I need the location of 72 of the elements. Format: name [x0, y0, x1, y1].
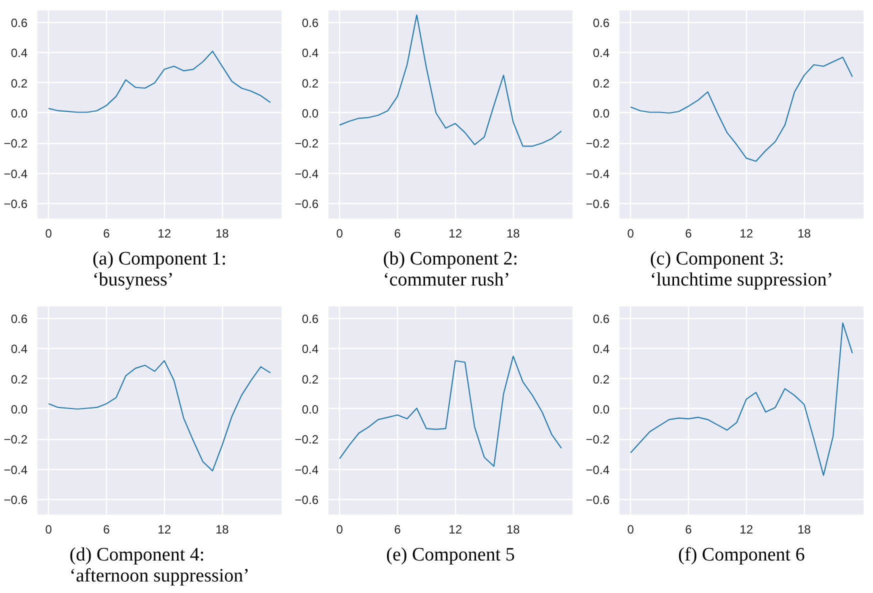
y-tick-label: −0.4: [294, 462, 319, 477]
x-tick-label: 12: [448, 522, 462, 536]
y-tick-label: −0.2: [586, 136, 610, 151]
text: (b) Component 2: ‘commuter rush’: [382, 248, 518, 290]
y-tick-label: 0.2: [10, 372, 28, 386]
y-tick-label: −0.6: [4, 196, 28, 211]
x-tick-label: 0: [336, 226, 344, 240]
y-tick-label: 0.0: [302, 402, 319, 416]
y-tick-label: 0.4: [10, 342, 28, 356]
text: (d) Component 4: ‘afternoon suppression’: [70, 544, 250, 586]
x-tick-label: 6: [685, 522, 692, 536]
y-tick-label: 0.4: [302, 342, 319, 356]
y-tick-label: 0.2: [592, 372, 610, 386]
y-tick-label: −0.2: [4, 432, 28, 447]
y-tick-label: 0.0: [592, 106, 610, 120]
y-tick-label: 0.6: [10, 312, 28, 326]
x-tick-label: 6: [685, 226, 692, 240]
y-tick-label: −0.6: [4, 492, 28, 507]
y-tick-label: 0.6: [592, 16, 610, 30]
x-tick-label: 12: [740, 226, 754, 240]
y-tick-label: −0.6: [294, 492, 319, 507]
y-tick-label: 0.0: [10, 106, 28, 120]
y-tick-label: −0.2: [586, 432, 610, 447]
x-tick-label: 18: [216, 226, 230, 240]
y-tick-label: 0.6: [10, 16, 28, 30]
y-tick-label: −0.4: [586, 166, 610, 181]
y-tick-label: −0.6: [586, 196, 610, 211]
y-tick-label: 0.0: [592, 402, 610, 416]
x-tick-label: 18: [216, 522, 230, 536]
y-tick-label: 0.0: [10, 402, 28, 416]
y-tick-label: 0.6: [302, 312, 319, 326]
x-tick-label: 0: [45, 226, 52, 240]
y-tick-label: 0.6: [592, 312, 610, 326]
y-tick-label: 0.4: [302, 46, 319, 60]
x-tick-label: 0: [627, 522, 634, 536]
text: (f) Component 6: [678, 544, 805, 566]
x-tick-label: 6: [103, 226, 110, 240]
text: (e) Component 5: [386, 544, 515, 566]
x-tick-label: 12: [448, 226, 462, 240]
x-tick-label: 18: [506, 522, 520, 536]
y-tick-label: −0.4: [4, 462, 28, 477]
y-tick-label: −0.6: [586, 492, 610, 507]
y-tick-label: 0.2: [302, 372, 319, 386]
y-tick-label: −0.4: [4, 166, 28, 181]
y-tick-label: −0.2: [294, 136, 319, 151]
y-tick-label: −0.4: [294, 166, 319, 181]
x-tick-label: 18: [798, 226, 812, 240]
x-tick-label: 0: [336, 522, 344, 536]
text: (c) Component 3: ‘lunchtime suppression’: [650, 248, 834, 290]
x-tick-label: 6: [394, 226, 402, 240]
y-tick-label: 0.2: [10, 76, 28, 90]
text: (a) Component 1: ‘busyness’: [92, 248, 227, 290]
x-tick-label: 6: [103, 522, 110, 536]
x-tick-label: 0: [45, 522, 52, 536]
x-tick-label: 12: [158, 226, 172, 240]
y-tick-label: −0.6: [294, 196, 319, 211]
y-tick-label: 0.0: [302, 106, 319, 120]
x-tick-label: 12: [740, 522, 754, 536]
y-tick-label: −0.2: [294, 432, 319, 447]
x-tick-label: 18: [506, 226, 520, 240]
x-tick-label: 12: [158, 522, 172, 536]
y-tick-label: −0.2: [4, 136, 28, 151]
y-tick-label: 0.2: [592, 76, 610, 90]
y-tick-label: 0.6: [302, 16, 319, 30]
y-tick-label: −0.4: [586, 462, 610, 477]
y-tick-label: 0.2: [302, 76, 319, 90]
x-tick-label: 18: [798, 522, 812, 536]
y-tick-label: 0.4: [10, 46, 28, 60]
y-tick-label: 0.4: [592, 46, 610, 60]
y-tick-label: 0.4: [592, 342, 610, 356]
x-tick-label: 0: [627, 226, 634, 240]
x-tick-label: 6: [394, 522, 402, 536]
